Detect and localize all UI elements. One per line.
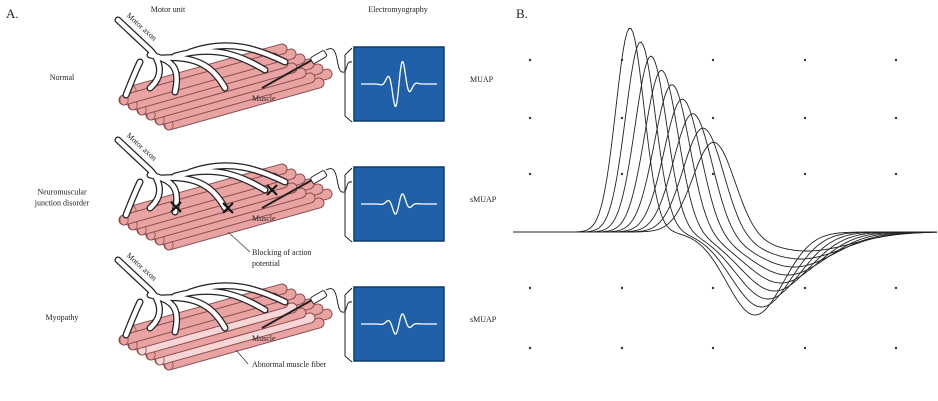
grid-dot (804, 117, 806, 119)
grid-dot (804, 347, 806, 349)
annotation: Abnormal muscle fiber (252, 360, 327, 369)
grid-dot (529, 59, 531, 61)
grid-dot (712, 117, 714, 119)
grid-dot (712, 347, 714, 349)
grid-dot (712, 59, 714, 61)
grid-dot (895, 287, 897, 289)
grid-dot (895, 117, 897, 119)
figure: A. Motor unit Electromyography B. Normal… (0, 0, 938, 401)
signal-label: sMUAP (470, 315, 497, 324)
panel-label: B. (516, 6, 528, 21)
grid-dot (529, 173, 531, 175)
annotation: Blocking of action (252, 248, 312, 257)
muscle-label: Muscle (252, 94, 276, 103)
panel-label: A. (6, 6, 19, 21)
grid-dot (804, 59, 806, 61)
grid-dot (712, 287, 714, 289)
row-label: Myopathy (46, 313, 79, 322)
annotation: potential (252, 259, 281, 268)
muscle-label: Muscle (252, 334, 276, 343)
grid-dot (712, 173, 714, 175)
grid-dot (895, 173, 897, 175)
grid-dot (621, 117, 623, 119)
row-label: junction disorder (34, 199, 90, 208)
grid-dot (895, 347, 897, 349)
grid-dot (621, 287, 623, 289)
column-header: Electromyography (368, 5, 428, 14)
grid-dot (621, 347, 623, 349)
row-label: Normal (50, 73, 75, 82)
grid-dot (895, 59, 897, 61)
grid-dot (804, 173, 806, 175)
grid-dot (529, 117, 531, 119)
muscle-label: Muscle (252, 214, 276, 223)
grid-dot (529, 287, 531, 289)
grid-dot (529, 347, 531, 349)
row-label: Neuromuscular (37, 188, 87, 197)
column-header: Motor unit (151, 5, 186, 14)
signal-label: sMUAP (470, 195, 497, 204)
signal-label: MUAP (470, 75, 494, 84)
grid-dot (804, 287, 806, 289)
grid-dot (621, 173, 623, 175)
